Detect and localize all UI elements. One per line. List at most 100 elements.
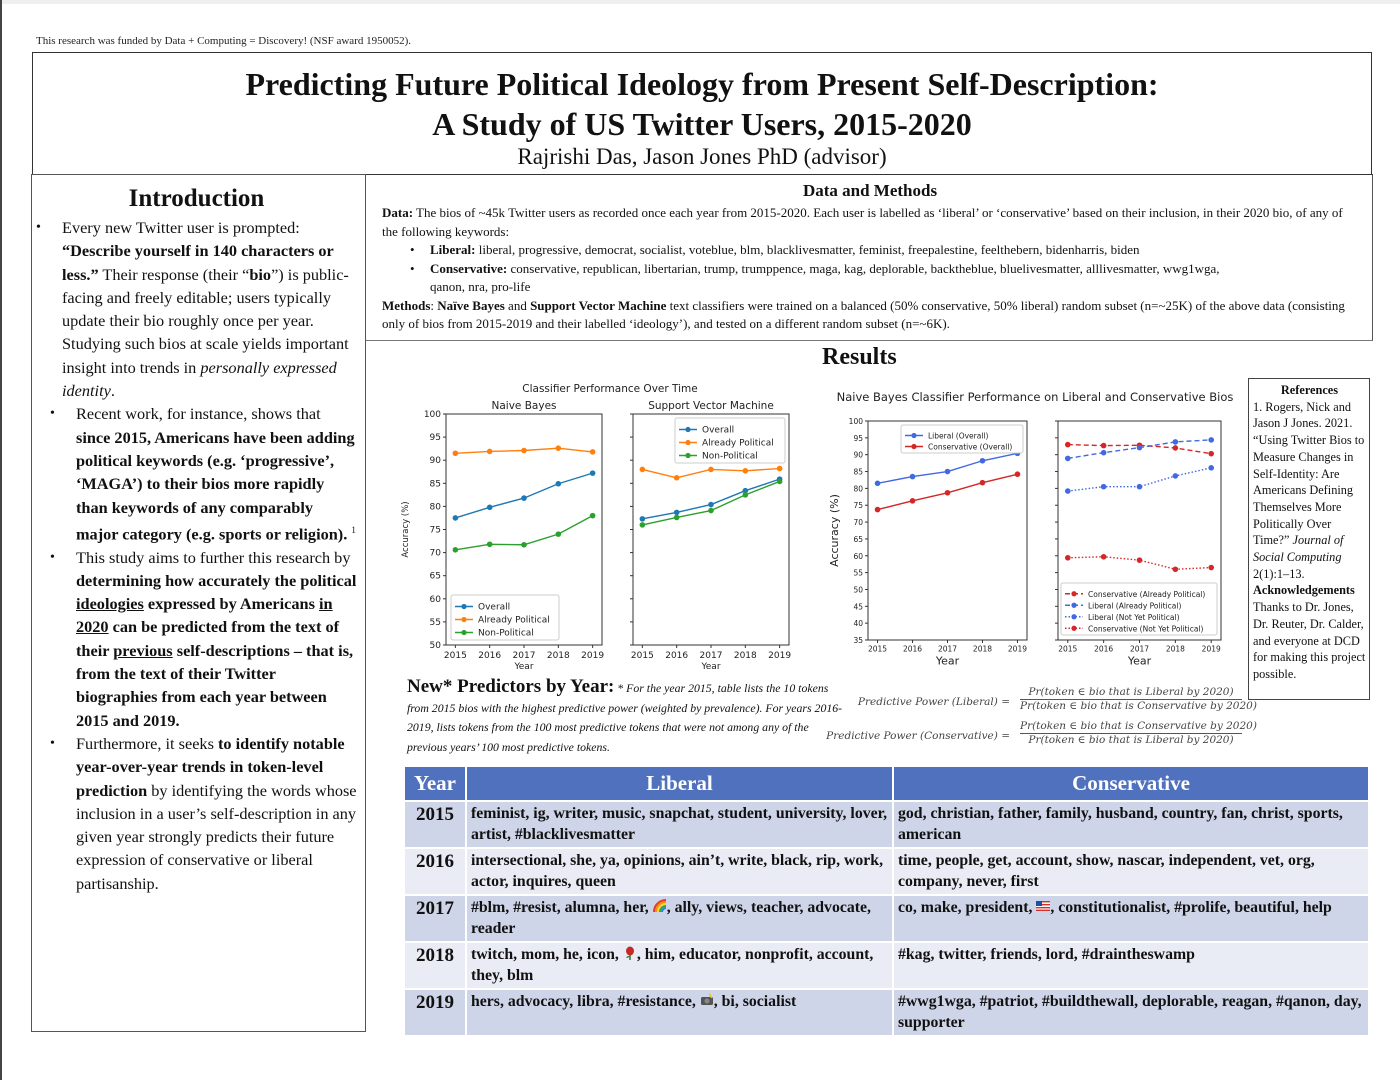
year-cell: 2017 bbox=[405, 894, 467, 942]
introduction-section: Introduction Every new Twitter user is p… bbox=[31, 174, 366, 1032]
footnote-marker: 1 bbox=[351, 524, 356, 535]
svg-text:80: 80 bbox=[853, 484, 863, 493]
conservative-cell: time, people, get, account, show, nascar… bbox=[893, 847, 1368, 895]
svg-text:Accuracy (%): Accuracy (%) bbox=[828, 494, 841, 567]
svg-text:Naive Bayes: Naive Bayes bbox=[492, 400, 557, 412]
table-row: 2016 intersectional, she, ya, opinions, … bbox=[405, 847, 1368, 895]
text: text classifiers were trained on a balan… bbox=[382, 297, 1345, 332]
text: #blm, #resist, alumna, her, bbox=[471, 899, 653, 916]
text: feminist, ig, writer, music, snapchat, s… bbox=[471, 805, 888, 843]
us-flag-icon bbox=[1036, 899, 1051, 916]
svg-text:2016: 2016 bbox=[665, 651, 688, 661]
col-header-conservative: Conservative bbox=[893, 767, 1368, 801]
svg-text:55: 55 bbox=[853, 569, 863, 578]
intro-bullet-3: This study aims to further this research… bbox=[36, 546, 357, 732]
text: co, make, president, bbox=[898, 899, 1037, 916]
svg-text:100: 100 bbox=[424, 410, 441, 420]
references-title: References bbox=[1280, 383, 1339, 397]
liberal-cell: feminist, ig, writer, music, snapchat, s… bbox=[466, 800, 894, 848]
conservative-cell: #kag, twitter, friends, lord, #drainthes… bbox=[893, 941, 1368, 989]
text: qanon, nra, pro-life bbox=[430, 279, 531, 294]
predictors-note: * For the year 2015, table lists the 10 … bbox=[407, 681, 843, 754]
text: #kag, twitter, friends, lord, #drainthes… bbox=[898, 946, 1195, 963]
svg-text:2015: 2015 bbox=[631, 651, 654, 661]
formula-liberal-lhs: Predictive Power (Liberal) = bbox=[857, 696, 1010, 708]
liberal-conservative-performance-chart: Naive Bayes Classifier Performance on Li… bbox=[828, 390, 1234, 668]
svg-text:40: 40 bbox=[853, 619, 863, 628]
svg-text:70: 70 bbox=[853, 518, 863, 527]
svg-text:Conservative (Overall): Conservative (Overall) bbox=[928, 443, 1012, 452]
text: Support Vector Machine bbox=[530, 297, 667, 313]
svg-text:2017: 2017 bbox=[513, 651, 536, 661]
conservative-cell: #wwg1wga, #patriot, #buildthewall, deplo… bbox=[893, 988, 1368, 1035]
year-cell: 2019 bbox=[405, 988, 467, 1035]
predictors-title: New* Predictors by Year: bbox=[407, 676, 615, 697]
svg-text:2015: 2015 bbox=[1058, 645, 1077, 654]
text: , bi, socialist bbox=[713, 993, 797, 1010]
denominator: Pr(token ∈ bio that is Conservative by 2… bbox=[1020, 700, 1257, 712]
text: , constitutionalist, #prolife, beautiful… bbox=[1050, 899, 1332, 916]
svg-text:80: 80 bbox=[430, 502, 442, 512]
svg-text:Liberal (Overall): Liberal (Overall) bbox=[928, 432, 989, 441]
results-title: Results bbox=[822, 344, 897, 370]
svg-text:Naive Bayes Classifier Perform: Naive Bayes Classifier Performance on Li… bbox=[837, 390, 1234, 404]
col-header-liberal: Liberal bbox=[466, 767, 894, 801]
table-row: 2017 #blm, #resist, alumna, her, , ally,… bbox=[405, 894, 1368, 942]
svg-text:95: 95 bbox=[430, 433, 441, 443]
svg-text:2016: 2016 bbox=[1094, 645, 1113, 654]
classifier-performance-chart: Classifier Performance Over Time 50 55 60 65… bbox=[401, 383, 791, 672]
text: Naïve Bayes bbox=[437, 297, 505, 313]
svg-text:55: 55 bbox=[430, 618, 441, 628]
authors: Rajrishi Das, Jason Jones PhD (advisor) bbox=[517, 144, 887, 169]
text: Their response (their “ bbox=[98, 264, 250, 284]
text: by identifying the words whose inclusion… bbox=[76, 780, 357, 893]
numerator: Pr(token ∈ bio that is Liberal by 2020) bbox=[1020, 686, 1242, 700]
conservative-cell: co, make, president, , constitutionalist… bbox=[893, 894, 1368, 942]
svg-text:Liberal (Not Yet Political): Liberal (Not Yet Political) bbox=[1088, 613, 1180, 622]
svg-text:2017: 2017 bbox=[938, 645, 957, 654]
year-cell: 2016 bbox=[405, 847, 467, 895]
text: bio bbox=[249, 264, 272, 284]
svg-text:2018: 2018 bbox=[734, 651, 757, 661]
text: to identify notable year-over-year trend… bbox=[76, 733, 345, 800]
text: 2(1):1–13. bbox=[1253, 566, 1305, 581]
liberal-cell: hers, advocacy, libra, #resistance, , bi… bbox=[466, 988, 894, 1035]
svg-text:2019: 2019 bbox=[581, 651, 604, 661]
predictors-table: Year Liberal Conservative 2015 feminist,… bbox=[405, 767, 1368, 1035]
text: can be predicted from the text of their bbox=[76, 617, 340, 660]
svg-text:Year: Year bbox=[700, 662, 720, 672]
svg-text:Already Political: Already Political bbox=[478, 616, 550, 626]
journal-name: Journal of Social Computing bbox=[1253, 533, 1344, 565]
svg-text:75: 75 bbox=[430, 526, 441, 536]
reference-1: 1. Rogers, Nick and Jason J Jones. 2021.… bbox=[1253, 399, 1366, 583]
text: . bbox=[110, 381, 115, 401]
denominator: Pr(token ∈ bio that is Liberal by 2020) bbox=[1028, 734, 1234, 746]
liberal-label: Liberal: bbox=[430, 242, 476, 257]
text: expressed by Americans bbox=[143, 594, 320, 614]
title-line-1: Predicting Future Political Ideology fro… bbox=[245, 66, 1159, 102]
text: time, people, get, account, show, nascar… bbox=[898, 852, 1315, 890]
svg-text:Year: Year bbox=[935, 655, 960, 668]
text: 1. Rogers, Nick and Jason J Jones. 2021.… bbox=[1253, 399, 1365, 548]
intro-bullet-2: Recent work, for instance, shows that si… bbox=[36, 402, 357, 545]
data-label: Data: bbox=[382, 205, 414, 220]
svg-text:2018: 2018 bbox=[973, 645, 992, 654]
svg-text:45: 45 bbox=[853, 602, 863, 611]
top-bar bbox=[0, 0, 1400, 4]
svg-text:Overall: Overall bbox=[478, 603, 510, 613]
svg-text:2017: 2017 bbox=[1130, 645, 1149, 654]
data-paragraph: Data: The bios of ~45k Twitter users as … bbox=[382, 204, 1358, 241]
svg-text:2016: 2016 bbox=[903, 645, 922, 654]
left-edge bbox=[0, 0, 2, 1080]
svg-text:2017: 2017 bbox=[700, 651, 723, 661]
svg-text:90: 90 bbox=[853, 451, 863, 460]
svg-text:Year: Year bbox=[1127, 655, 1152, 668]
svg-text:2019: 2019 bbox=[768, 651, 791, 661]
acknowledgements-text: Thanks to Dr. Jones, Dr. Reuter, Dr. Cal… bbox=[1253, 600, 1366, 681]
col-header-year: Year bbox=[405, 767, 467, 801]
predictors-heading: New* Predictors by Year: * For the year … bbox=[407, 677, 847, 757]
svg-text:2019: 2019 bbox=[1008, 645, 1027, 654]
svg-text:Non-Political: Non-Political bbox=[702, 452, 758, 462]
svg-text:Overall: Overall bbox=[702, 426, 734, 436]
text: ”) is public-facing and freely editable;… bbox=[62, 264, 349, 377]
